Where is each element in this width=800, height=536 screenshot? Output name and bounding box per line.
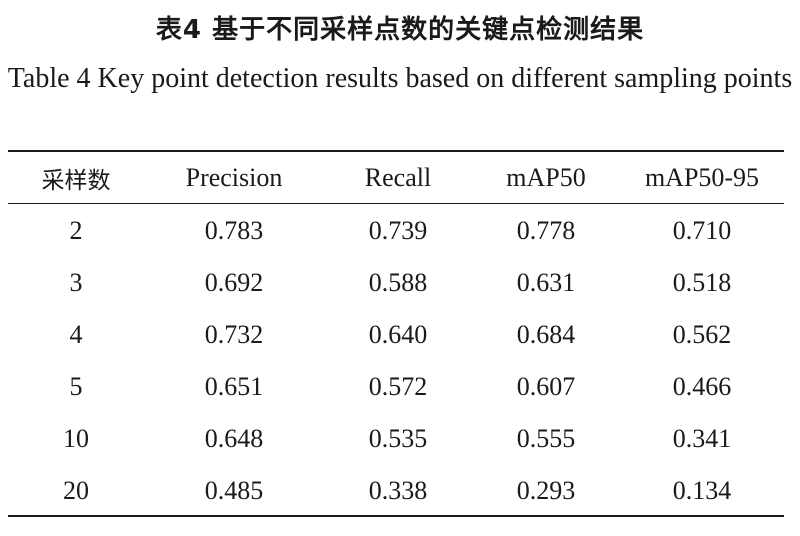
table-row: 10 0.648 0.535 0.555 0.341 [8,413,784,465]
cell-map50: 0.293 [516,476,576,505]
cell-sample-count: 4 [69,320,83,349]
cell-sample-count: 3 [69,268,83,297]
table-row: 2 0.783 0.739 0.778 0.710 [8,204,784,257]
cell-map50-95: 0.518 [672,268,732,297]
cell-map50: 0.684 [516,320,576,349]
table-caption-chinese: 表4 基于不同采样点数的关键点检测结果 [155,15,645,45]
cell-map50-95: 0.710 [672,215,732,245]
cell-recall: 0.588 [368,268,428,297]
cell-precision: 0.692 [204,268,264,297]
table-row: 5 0.651 0.572 0.607 0.466 [8,361,784,413]
cell-recall: 0.640 [368,320,428,349]
table-row: 4 0.732 0.640 0.684 0.562 [8,309,784,361]
cell-recall: 0.338 [368,476,428,505]
cell-recall: 0.572 [368,372,428,401]
header-map50-95: mAP50-95 [644,163,760,192]
header-map50: mAP50 [506,163,586,192]
header-recall: Recall [364,163,432,192]
cell-sample-count: 20 [63,476,89,505]
cell-map50: 0.778 [516,215,576,245]
results-table: 采样数 Precision Recall mAP50 mAP50-95 2 0.… [8,152,784,517]
cell-precision: 0.732 [204,320,264,349]
table-caption-english: Table 4 Key point detection results base… [7,63,793,94]
table-header-row: 采样数 Precision Recall mAP50 mAP50-95 [8,152,784,204]
cell-precision: 0.783 [204,215,264,245]
table-row: 20 0.485 0.338 0.293 0.134 [8,465,784,517]
cell-recall: 0.535 [368,424,428,453]
table-header-rule [8,203,784,204]
cell-map50-95: 0.134 [672,476,732,505]
cell-recall: 0.739 [368,215,428,245]
cell-precision: 0.648 [204,424,264,453]
cell-map50: 0.607 [516,372,576,401]
cell-sample-count: 5 [69,372,83,401]
cell-map50: 0.631 [516,268,576,297]
header-precision: Precision [185,163,283,192]
cell-map50-95: 0.341 [672,424,732,453]
header-sample-count: 采样数 [41,168,111,194]
cell-sample-count: 2 [69,215,83,245]
table-top-rule [8,150,784,152]
cell-precision: 0.485 [204,476,264,505]
cell-map50-95: 0.466 [672,372,732,401]
table-bottom-rule [8,515,784,517]
cell-map50-95: 0.562 [672,320,732,349]
table-row: 3 0.692 0.588 0.631 0.518 [8,257,784,309]
cell-sample-count: 10 [63,424,89,453]
cell-precision: 0.651 [204,372,264,401]
cell-map50: 0.555 [516,424,576,453]
